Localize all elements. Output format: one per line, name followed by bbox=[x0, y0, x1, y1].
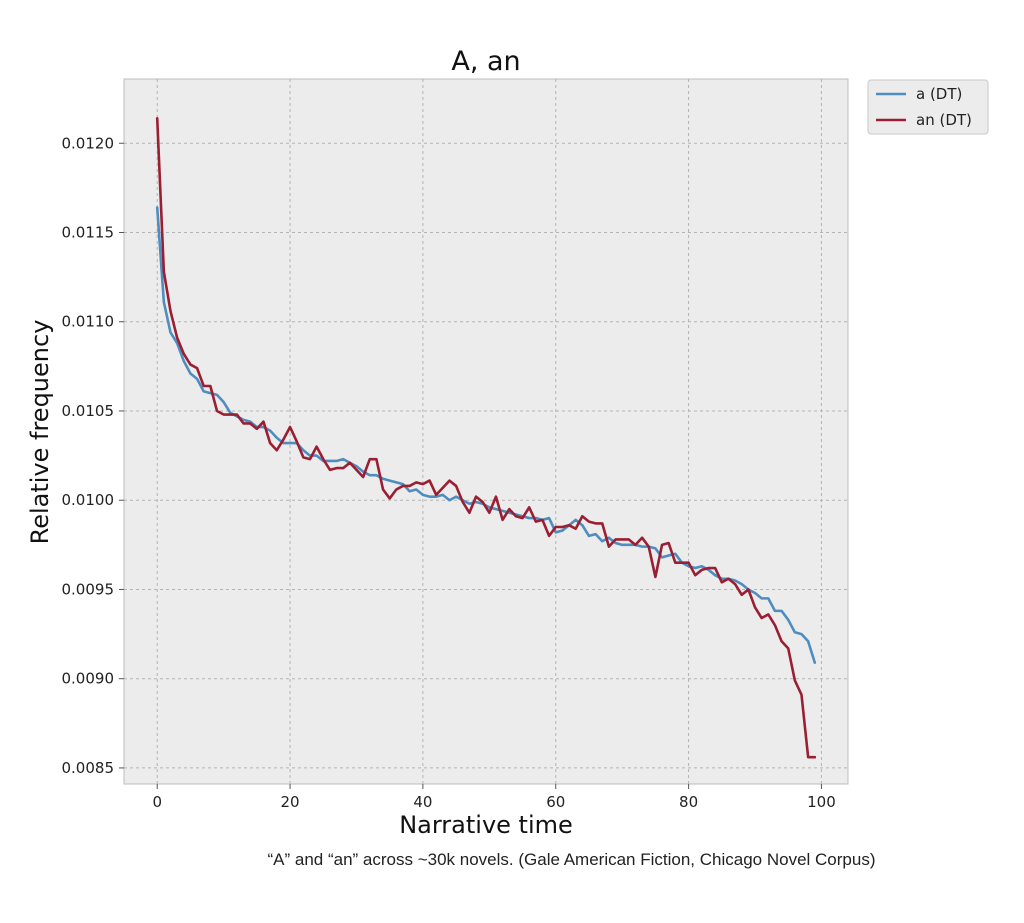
x-tick-label: 20 bbox=[281, 793, 300, 811]
y-tick-label: 0.0085 bbox=[62, 759, 115, 777]
plot-area bbox=[123, 78, 849, 785]
y-tick-label: 0.0090 bbox=[62, 670, 115, 688]
y-axis-ticks: 0.0085 0.0090 0.0095 0.0100 0.0105 0.0110 0.01… bbox=[62, 134, 124, 777]
chart-title: A, an bbox=[451, 46, 520, 77]
x-tick-label: 80 bbox=[679, 793, 698, 811]
y-tick-label: 0.0095 bbox=[62, 580, 115, 598]
figure-caption: “A” and “an” across ~30k novels. (Gale A… bbox=[267, 850, 876, 869]
x-tick-label: 0 bbox=[152, 793, 162, 811]
legend-label: an (DT) bbox=[916, 111, 972, 129]
x-tick-label: 60 bbox=[546, 793, 565, 811]
gridlines bbox=[124, 79, 848, 784]
legend: a (DT) an (DT) bbox=[867, 79, 989, 135]
y-tick-label: 0.0115 bbox=[62, 223, 115, 241]
y-axis-label: Relative frequency bbox=[26, 320, 54, 545]
y-tick-label: 0.0100 bbox=[62, 491, 115, 509]
x-tick-label: 100 bbox=[807, 793, 836, 811]
x-tick-label: 40 bbox=[413, 793, 432, 811]
x-axis-label: Narrative time bbox=[399, 811, 573, 839]
series-line-an bbox=[155, 116, 817, 759]
y-tick-label: 0.0120 bbox=[62, 134, 115, 152]
legend-label: a (DT) bbox=[916, 85, 962, 103]
y-tick-label: 0.0110 bbox=[62, 313, 115, 331]
x-axis-ticks: 0 20 40 60 80 100 bbox=[152, 784, 836, 811]
series-lines bbox=[155, 116, 817, 759]
y-tick-label: 0.0105 bbox=[62, 402, 115, 420]
